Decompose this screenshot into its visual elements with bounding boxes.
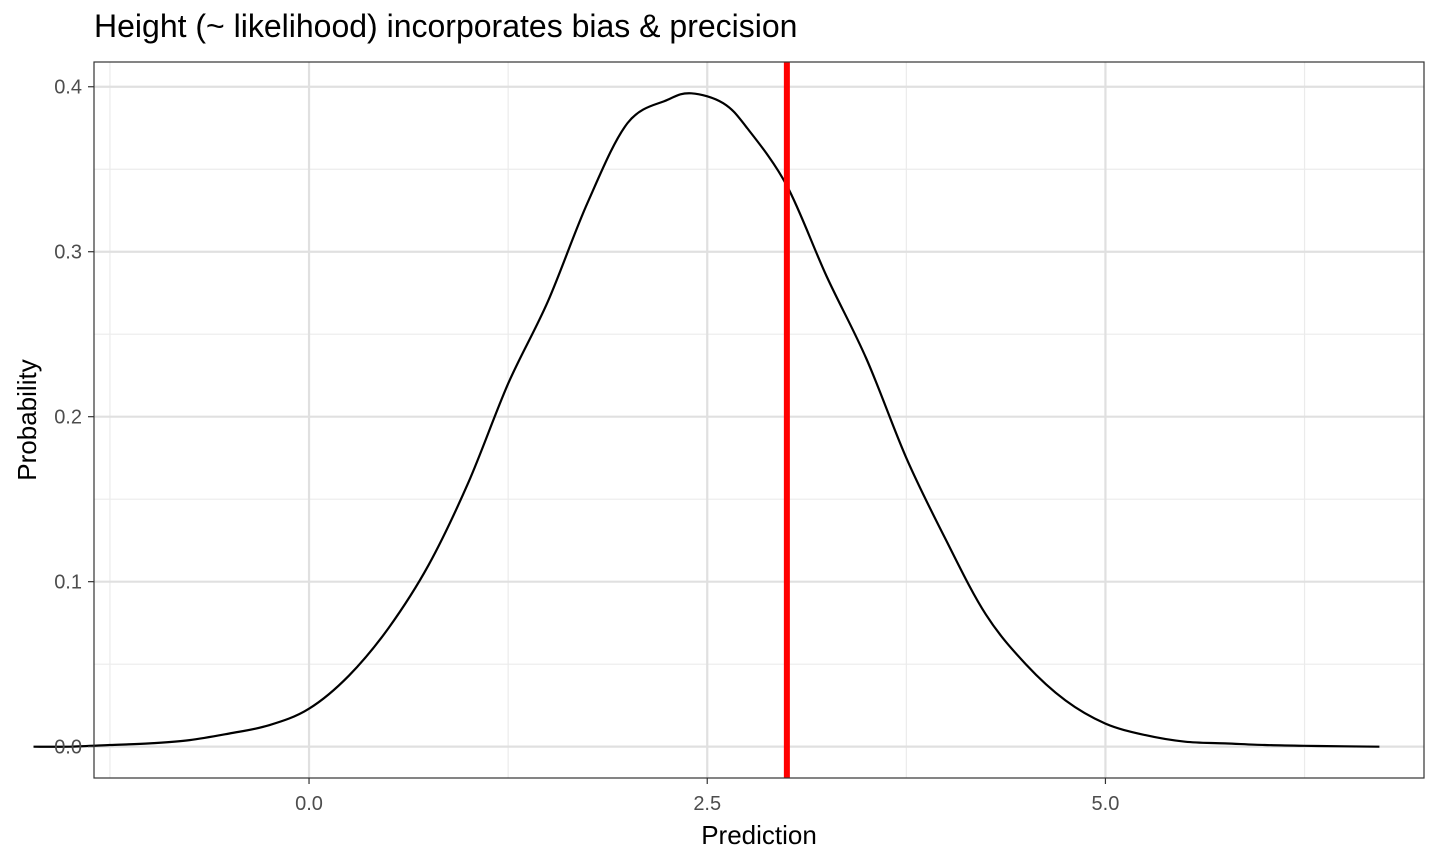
density-curve (33, 92, 1380, 748)
y-axis-ticks: 0.0 0.1 0.2 0.3 0.4 (54, 77, 94, 759)
minor-gridlines (94, 62, 1424, 778)
y-tick-label: 0.2 (54, 407, 82, 429)
x-tick-label: 2.5 (693, 793, 721, 815)
y-axis-label: Probability (12, 359, 42, 480)
chart-title: Height (~ likelihood) incorporates bias … (94, 8, 798, 44)
x-axis-label: Prediction (701, 820, 817, 850)
plot-border (93, 61, 1425, 779)
major-gridlines (94, 62, 1424, 778)
y-tick-label: 0.3 (54, 242, 82, 264)
x-tick-label: 5.0 (1092, 793, 1120, 815)
x-tick-label: 0.0 (295, 793, 323, 815)
y-tick-label: 0.1 (54, 572, 82, 594)
y-tick-label: 0.0 (54, 737, 82, 759)
plot-panel (94, 62, 1424, 778)
y-tick-label: 0.4 (54, 77, 82, 99)
x-axis-ticks: 0.0 2.5 5.0 (295, 778, 1119, 815)
